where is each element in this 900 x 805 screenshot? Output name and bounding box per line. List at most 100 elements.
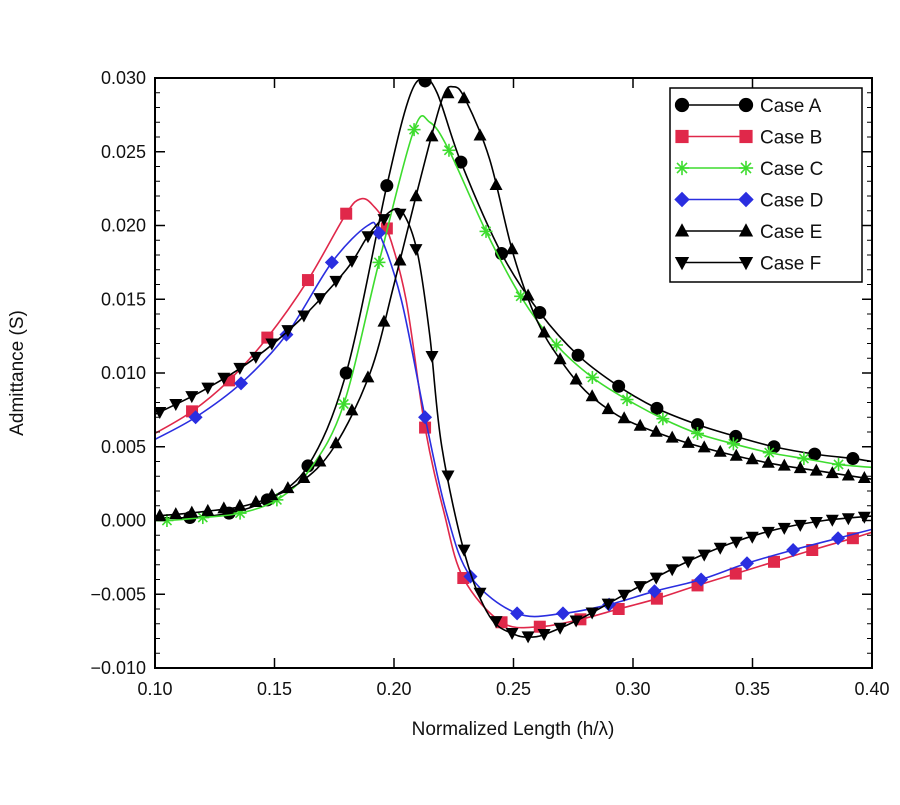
diamond-marker	[738, 191, 754, 208]
triangle-up-marker	[441, 86, 455, 99]
triangle-up-marker	[793, 461, 807, 474]
triangle-down-marker	[617, 589, 631, 602]
triangle-down-marker	[329, 275, 343, 288]
diamond-marker	[234, 376, 249, 391]
x-tick-label: 0.20	[376, 679, 411, 699]
triangle-down-marker	[217, 372, 231, 385]
triangle-up-marker	[185, 505, 199, 518]
asterisk-marker	[726, 437, 740, 451]
diamond-marker	[188, 410, 203, 425]
triangle-down-marker	[345, 255, 359, 268]
y-tick-label: 0.000	[101, 511, 146, 531]
square-marker	[675, 129, 689, 144]
triangle-up-marker	[393, 253, 407, 266]
triangle-up-marker	[585, 389, 599, 402]
y-tick-label: 0.015	[101, 289, 146, 309]
y-tick-label: −0.010	[90, 658, 146, 678]
asterisk-stroke	[161, 515, 173, 526]
triangle-down-marker	[745, 531, 759, 544]
triangle-down-marker	[155, 406, 167, 419]
triangle-up-marker	[457, 91, 471, 104]
diamond-marker	[674, 191, 690, 208]
triangle-up-marker	[553, 352, 567, 365]
diamond-marker	[740, 556, 755, 571]
triangle-down-marker	[377, 214, 391, 227]
circle-marker	[846, 452, 860, 466]
asterisk-marker	[674, 160, 690, 176]
triangle-up-marker	[345, 403, 359, 416]
circle-marker	[738, 97, 754, 113]
triangle-up-marker	[233, 498, 247, 511]
triangle-up-marker	[361, 370, 375, 383]
triangle-up-marker	[521, 288, 535, 301]
asterisk-marker	[337, 397, 351, 411]
series-case-c	[155, 115, 872, 527]
asterisk-marker	[620, 393, 634, 407]
y-tick-label: −0.005	[90, 584, 146, 604]
x-tick-label: 0.25	[496, 679, 531, 699]
legend: Case A Case B Case C Case D Case E Case F	[669, 87, 863, 283]
triangle-down-marker	[793, 519, 807, 532]
square-marker	[301, 274, 314, 287]
circle-marker	[729, 429, 743, 443]
triangle-down-marker	[297, 310, 311, 323]
triangle-down-marker	[201, 382, 215, 395]
asterisk-marker	[797, 452, 811, 466]
asterisk-marker	[442, 143, 456, 157]
circle-marker	[380, 179, 394, 193]
diamond-marker	[647, 584, 662, 599]
triangle-down-marker	[425, 351, 439, 364]
triangle-up-marker	[777, 458, 791, 471]
triangle-down-marker	[537, 628, 551, 641]
asterisk-stroke	[480, 226, 492, 237]
asterisk-marker	[762, 446, 776, 460]
triangle-down-marker	[729, 536, 743, 549]
legend-label: Case F	[760, 254, 821, 275]
diamond-marker	[831, 531, 846, 546]
triangle-up-marker	[841, 468, 855, 481]
circle-marker	[454, 155, 468, 169]
circle-marker	[533, 306, 547, 320]
legend-item-case-d: Case D	[674, 191, 823, 212]
triangle-up-marker	[249, 495, 263, 508]
series-case-e	[155, 85, 872, 521]
triangle-up-marker	[857, 471, 871, 484]
asterisk-stroke	[676, 162, 688, 174]
triangle-down-marker	[265, 338, 279, 351]
legend-item-case-b: Case B	[675, 128, 822, 149]
legend-label: Case C	[760, 159, 823, 180]
triangle-up-marker	[729, 448, 743, 461]
triangle-down-marker	[585, 607, 599, 620]
legend-label: Case A	[760, 96, 822, 117]
asterisk-marker	[372, 255, 386, 269]
triangle-up-marker	[217, 501, 231, 514]
triangle-up-marker	[313, 454, 327, 467]
asterisk-stroke	[551, 339, 562, 351]
circle-marker	[691, 418, 705, 432]
series-case-f	[155, 207, 872, 644]
triangle-down-marker	[409, 244, 423, 257]
legend-label: Case D	[760, 191, 823, 212]
triangle-down-marker	[553, 622, 567, 635]
triangle-down-marker	[281, 325, 295, 338]
triangle-up-marker	[281, 481, 295, 494]
circle-marker	[418, 78, 432, 88]
triangle-down-marker	[665, 564, 679, 577]
asterisk-marker	[691, 426, 705, 440]
square-marker	[806, 544, 819, 556]
asterisk-stroke	[764, 447, 775, 458]
triangle-down-marker	[169, 399, 183, 412]
triangle-down-marker	[233, 362, 247, 375]
triangle-down-marker	[761, 526, 775, 539]
x-tick-label: 0.35	[735, 679, 770, 699]
legend-box	[669, 87, 863, 283]
asterisk-stroke	[621, 394, 633, 405]
triangle-up-marker	[297, 470, 311, 483]
square-marker	[612, 603, 625, 615]
triangle-up-marker	[155, 508, 167, 521]
legend-item-case-e: Case E	[674, 222, 822, 243]
asterisk-stroke	[338, 398, 349, 410]
legend-item-case-a: Case A	[674, 96, 822, 117]
circle-marker	[339, 366, 353, 380]
